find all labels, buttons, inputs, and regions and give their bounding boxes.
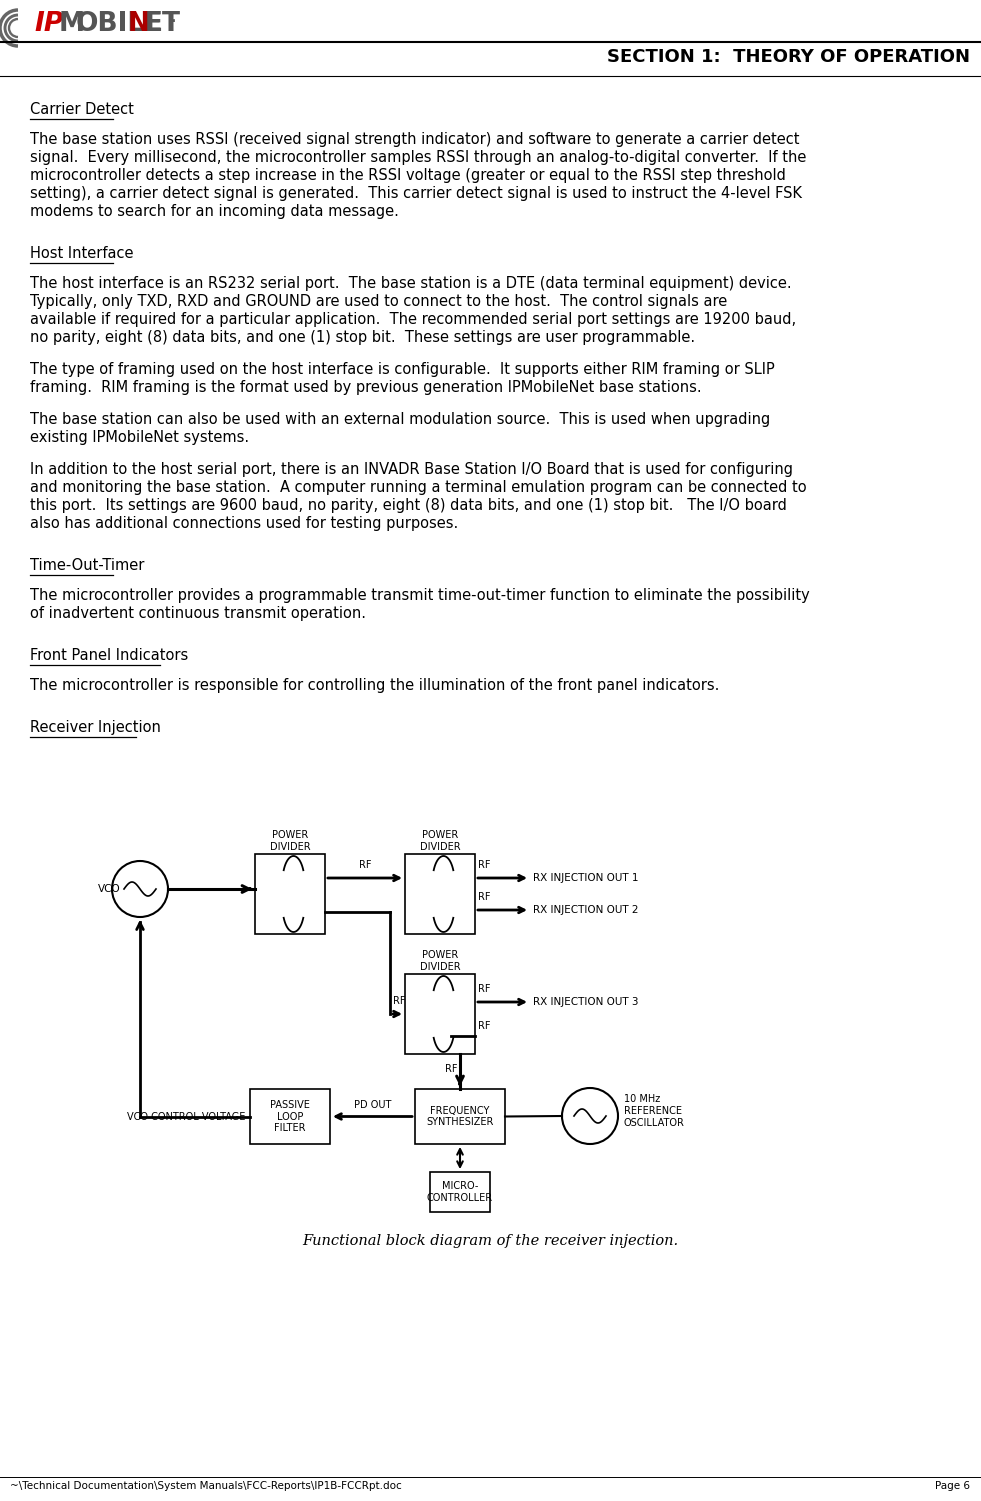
FancyBboxPatch shape — [405, 974, 475, 1054]
Text: microcontroller detects a step increase in the RSSI voltage (greater or equal to: microcontroller detects a step increase … — [30, 168, 786, 183]
Text: RF: RF — [478, 985, 490, 994]
Text: modems to search for an incoming data message.: modems to search for an incoming data me… — [30, 204, 399, 219]
Text: IP: IP — [34, 11, 63, 38]
FancyBboxPatch shape — [415, 1090, 505, 1144]
Text: Functional block diagram of the receiver injection.: Functional block diagram of the receiver… — [302, 1234, 678, 1247]
Text: Page 6: Page 6 — [935, 1481, 970, 1490]
Text: RF: RF — [478, 892, 490, 902]
Text: The host interface is an RS232 serial port.  The base station is a DTE (data ter: The host interface is an RS232 serial po… — [30, 276, 792, 291]
Text: RX INJECTION OUT 1: RX INJECTION OUT 1 — [533, 874, 639, 883]
Text: RF: RF — [478, 1021, 490, 1031]
Text: framing.  RIM framing is the format used by previous generation IPMobileNet base: framing. RIM framing is the format used … — [30, 380, 701, 395]
Text: available if required for a particular application.  The recommended serial port: available if required for a particular a… — [30, 312, 797, 327]
Text: OBILE: OBILE — [76, 11, 163, 38]
Text: VCO: VCO — [98, 884, 121, 895]
Text: Typically, only TXD, RXD and GROUND are used to connect to the host.  The contro: Typically, only TXD, RXD and GROUND are … — [30, 294, 727, 309]
Text: RX INJECTION OUT 3: RX INJECTION OUT 3 — [533, 997, 639, 1007]
Text: .: . — [171, 11, 177, 26]
Text: POWER
DIVIDER: POWER DIVIDER — [270, 830, 310, 853]
Text: ~\Technical Documentation\System Manuals\FCC-Reports\IP1B-FCCRpt.doc: ~\Technical Documentation\System Manuals… — [10, 1481, 402, 1490]
Text: M: M — [59, 11, 85, 38]
Text: The base station can also be used with an external modulation source.  This is u: The base station can also be used with a… — [30, 411, 770, 426]
FancyBboxPatch shape — [405, 854, 475, 934]
Text: The type of framing used on the host interface is configurable.  It supports eit: The type of framing used on the host int… — [30, 362, 775, 377]
Text: existing IPMobileNet systems.: existing IPMobileNet systems. — [30, 429, 249, 444]
Text: and monitoring the base station.  A computer running a terminal emulation progra: and monitoring the base station. A compu… — [30, 480, 806, 495]
Text: RF: RF — [478, 860, 490, 871]
Text: Time-Out-Timer: Time-Out-Timer — [30, 558, 144, 573]
Text: POWER
DIVIDER: POWER DIVIDER — [420, 830, 460, 853]
FancyBboxPatch shape — [255, 854, 325, 934]
Text: signal.  Every millisecond, the microcontroller samples RSSI through an analog-t: signal. Every millisecond, the microcont… — [30, 150, 806, 165]
Text: PD OUT: PD OUT — [354, 1100, 391, 1109]
Text: RF: RF — [445, 1064, 457, 1075]
Text: MICRO-
CONTROLLER: MICRO- CONTROLLER — [427, 1181, 493, 1202]
Text: POWER
DIVIDER: POWER DIVIDER — [420, 950, 460, 973]
Text: RF: RF — [359, 860, 371, 871]
Text: no parity, eight (8) data bits, and one (1) stop bit.  These settings are user p: no parity, eight (8) data bits, and one … — [30, 330, 696, 345]
Text: RX INJECTION OUT 2: RX INJECTION OUT 2 — [533, 905, 639, 916]
Text: 10 MHz
REFERENCE
OSCILLATOR: 10 MHz REFERENCE OSCILLATOR — [624, 1094, 685, 1127]
Text: The base station uses RSSI (received signal strength indicator) and software to : The base station uses RSSI (received sig… — [30, 132, 800, 147]
Text: Front Panel Indicators: Front Panel Indicators — [30, 648, 188, 663]
Text: Host Interface: Host Interface — [30, 246, 133, 261]
Text: In addition to the host serial port, there is an INVADR Base Station I/O Board t: In addition to the host serial port, the… — [30, 462, 793, 477]
Text: ET: ET — [145, 11, 181, 38]
Text: VCO CONTROL VOLTAGE: VCO CONTROL VOLTAGE — [127, 1112, 245, 1121]
FancyBboxPatch shape — [430, 1172, 490, 1211]
Text: PASSIVE
LOOP
FILTER: PASSIVE LOOP FILTER — [270, 1100, 310, 1133]
Text: this port.  Its settings are 9600 baud, no parity, eight (8) data bits, and one : this port. Its settings are 9600 baud, n… — [30, 498, 787, 513]
Text: SECTION 1:  THEORY OF OPERATION: SECTION 1: THEORY OF OPERATION — [607, 48, 970, 66]
Text: also has additional connections used for testing purposes.: also has additional connections used for… — [30, 516, 458, 531]
Text: RF: RF — [393, 997, 405, 1006]
Text: Carrier Detect: Carrier Detect — [30, 102, 133, 117]
Text: of inadvertent continuous transmit operation.: of inadvertent continuous transmit opera… — [30, 606, 366, 621]
FancyBboxPatch shape — [250, 1090, 330, 1144]
Text: N: N — [128, 11, 150, 38]
Text: setting), a carrier detect signal is generated.  This carrier detect signal is u: setting), a carrier detect signal is gen… — [30, 186, 802, 201]
Text: The microcontroller provides a programmable transmit time-out-timer function to : The microcontroller provides a programma… — [30, 588, 809, 603]
Text: Receiver Injection: Receiver Injection — [30, 720, 161, 735]
Text: FREQUENCY
SYNTHESIZER: FREQUENCY SYNTHESIZER — [427, 1106, 493, 1127]
Text: The microcontroller is responsible for controlling the illumination of the front: The microcontroller is responsible for c… — [30, 678, 719, 693]
